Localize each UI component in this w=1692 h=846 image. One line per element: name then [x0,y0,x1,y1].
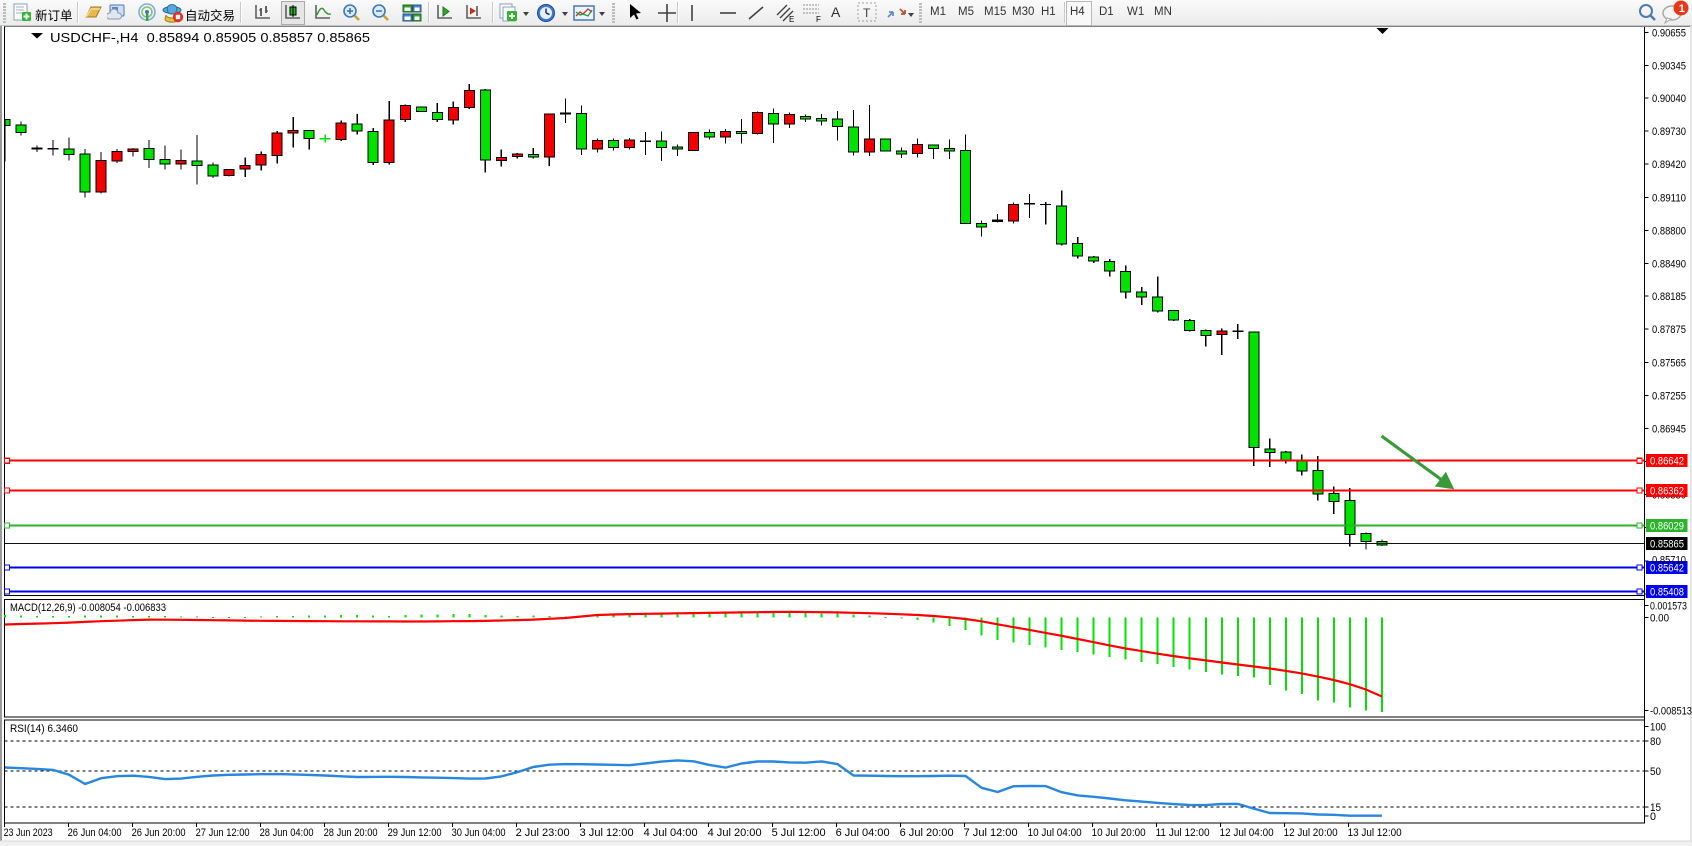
svg-text:28 Jun 04:00: 28 Jun 04:00 [260,827,314,839]
svg-text:23 Jun 2023: 23 Jun 2023 [4,827,53,839]
svg-text:80: 80 [1650,736,1661,748]
svg-text:0.86362: 0.86362 [1650,486,1684,498]
svg-text:30 Jun 04:00: 30 Jun 04:00 [452,827,506,839]
svg-text:F: F [816,15,821,23]
svg-text:0.86642: 0.86642 [1650,456,1684,468]
svg-text:10 Jul 20:00: 10 Jul 20:00 [1092,827,1146,839]
svg-text:0.89110: 0.89110 [1652,192,1686,204]
svg-text:0.87565: 0.87565 [1652,357,1686,369]
svg-text:0.89730: 0.89730 [1652,126,1686,138]
svg-text:2 Jul 23:00: 2 Jul 23:00 [516,827,570,839]
svg-text:12 Jul 04:00: 12 Jul 04:00 [1220,827,1274,839]
svg-text:4 Jul 20:00: 4 Jul 20:00 [708,827,762,839]
svg-text:0.88185: 0.88185 [1652,291,1686,303]
svg-text:0.90040: 0.90040 [1652,93,1686,105]
svg-text:0.90345: 0.90345 [1652,61,1686,73]
svg-text:1: 1 [1679,3,1685,15]
svg-text:USDCHF-,H4 0.85894 0.85905 0.: USDCHF-,H4 0.85894 0.85905 0.85857 0.858… [50,30,370,45]
svg-text:28 Jun 20:00: 28 Jun 20:00 [324,827,378,839]
svg-text:3 Jul 12:00: 3 Jul 12:00 [580,827,634,839]
svg-text:0.88800: 0.88800 [1652,225,1686,237]
svg-text:4 Jul 04:00: 4 Jul 04:00 [644,827,698,839]
svg-text:0.89420: 0.89420 [1652,159,1686,171]
svg-text:0.87255: 0.87255 [1652,390,1686,402]
svg-text:0.85408: 0.85408 [1650,587,1684,599]
svg-text:-0.008513: -0.008513 [1650,706,1692,718]
svg-text:6 Jul 20:00: 6 Jul 20:00 [900,827,954,839]
svg-text:0.00: 0.00 [1650,613,1669,625]
svg-text:0.85642: 0.85642 [1650,562,1684,574]
svg-text:26 Jun 20:00: 26 Jun 20:00 [132,827,186,839]
svg-text:0.85865: 0.85865 [1650,538,1684,550]
svg-text:50: 50 [1650,766,1661,778]
svg-text:RSI(14) 6.3460: RSI(14) 6.3460 [10,723,78,735]
svg-text:7 Jul 12:00: 7 Jul 12:00 [964,827,1018,839]
svg-text:6 Jul 04:00: 6 Jul 04:00 [836,827,890,839]
svg-text:11 Jul 12:00: 11 Jul 12:00 [1156,827,1210,839]
svg-text:5 Jul 12:00: 5 Jul 12:00 [772,827,826,839]
svg-text:0.88490: 0.88490 [1652,259,1686,271]
svg-text:0: 0 [1650,811,1656,823]
svg-text:0.86945: 0.86945 [1652,423,1686,435]
svg-text:10 Jul 04:00: 10 Jul 04:00 [1028,827,1082,839]
svg-text:T: T [863,6,871,20]
svg-text:13 Jul 12:00: 13 Jul 12:00 [1348,827,1402,839]
svg-text:0.87875: 0.87875 [1652,324,1686,336]
svg-text:0.86029: 0.86029 [1650,520,1684,532]
svg-text:15: 15 [1650,802,1661,814]
svg-text:12 Jul 20:00: 12 Jul 20:00 [1284,827,1338,839]
svg-text:E: E [789,15,794,23]
svg-text:MACD(12,26,9) -0.008054 -0.006: MACD(12,26,9) -0.008054 -0.006833 [10,602,166,614]
svg-text:0.85710: 0.85710 [1652,555,1686,567]
svg-text:29 Jun 12:00: 29 Jun 12:00 [388,827,442,839]
svg-text:0.90655: 0.90655 [1652,27,1686,39]
svg-text:0.001573: 0.001573 [1650,600,1687,612]
svg-text:26 Jun 04:00: 26 Jun 04:00 [68,827,122,839]
svg-text:100: 100 [1650,722,1666,734]
svg-text:27 Jun 12:00: 27 Jun 12:00 [196,827,250,839]
